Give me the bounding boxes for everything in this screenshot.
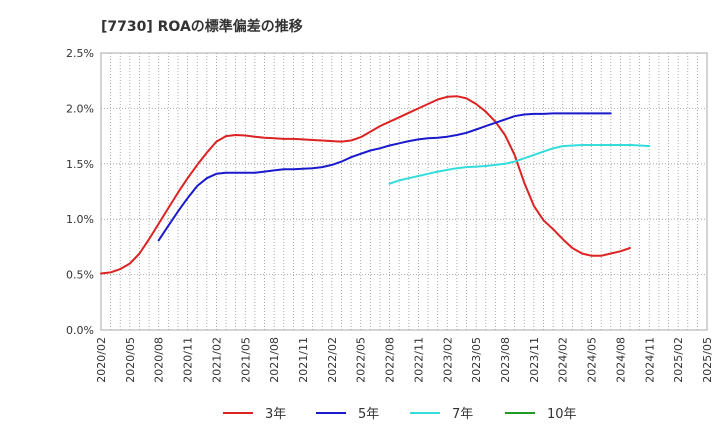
x-tick-label: 2024/08 xyxy=(614,337,627,383)
y-tick-label: 2.5% xyxy=(66,47,94,60)
y-axis: 0.0% 0.5% 1.0% 1.5% 2.0% 2.5% xyxy=(66,47,94,337)
x-tick-label: 2023/05 xyxy=(470,337,483,383)
x-tick-label: 2024/02 xyxy=(557,337,570,383)
x-tick-label: 2025/02 xyxy=(672,337,685,383)
x-axis: 2020/02 2020/05 2020/08 2020/11 2021/02 2021/… xyxy=(95,337,714,383)
y-tick-label: 0.5% xyxy=(66,269,94,282)
y-tick-label: 1.5% xyxy=(66,158,94,171)
x-tick-label: 2023/11 xyxy=(528,337,541,383)
series-line-3年 xyxy=(100,95,631,275)
legend-label: 7年 xyxy=(452,407,473,422)
legend: 3年 5年 7年 10年 xyxy=(223,407,577,422)
x-tick-label: 2021/11 xyxy=(297,337,310,383)
x-tick-label: 2021/08 xyxy=(268,337,281,383)
x-tick-label: 2024/11 xyxy=(643,337,656,383)
x-tick-label: 2023/02 xyxy=(441,337,454,383)
x-tick-label: 2020/11 xyxy=(182,337,195,383)
y-tick-label: 0.0% xyxy=(66,324,94,337)
legend-label: 5年 xyxy=(358,407,379,422)
series-line-7年 xyxy=(388,144,651,185)
x-tick-label: 2025/05 xyxy=(701,337,714,383)
x-tick-label: 2020/02 xyxy=(95,337,108,383)
x-tick-label: 2022/05 xyxy=(355,337,368,383)
x-tick-label: 2021/05 xyxy=(239,337,252,383)
grid-lines xyxy=(101,53,707,330)
plot-area xyxy=(100,52,708,331)
y-tick-label: 1.0% xyxy=(66,213,94,226)
x-tick-label: 2022/08 xyxy=(384,337,397,383)
y-tick-label: 2.0% xyxy=(66,102,94,115)
x-tick-label: 2021/02 xyxy=(210,337,223,383)
x-tick-label: 2020/08 xyxy=(153,337,166,383)
x-tick-label: 2023/08 xyxy=(499,337,512,383)
series-line-5年 xyxy=(157,112,612,242)
legend-label: 10年 xyxy=(547,407,577,422)
x-tick-label: 2022/02 xyxy=(326,337,339,383)
chart-title: [7730] ROAの標準偏差の推移 xyxy=(101,18,303,35)
x-tick-label: 2024/05 xyxy=(586,337,599,383)
x-tick-label: 2022/11 xyxy=(412,337,425,383)
series-lines xyxy=(100,95,651,275)
x-tick-label: 2020/05 xyxy=(124,337,137,383)
legend-label: 3年 xyxy=(265,407,286,422)
